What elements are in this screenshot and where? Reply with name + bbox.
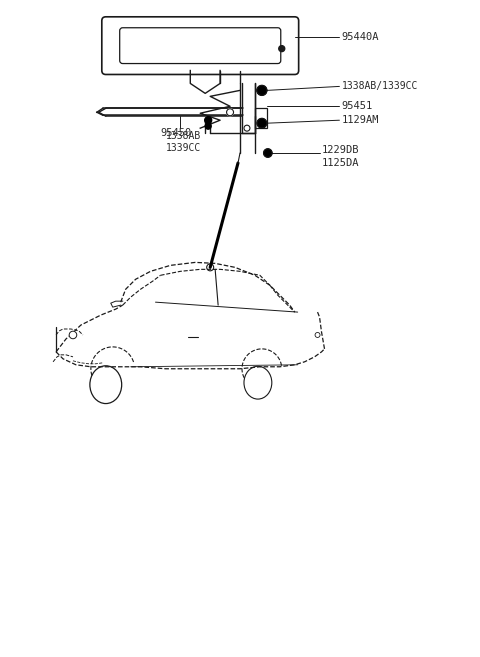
Circle shape [69, 331, 77, 339]
Bar [255, 108, 267, 128]
Text: 95451: 95451 [341, 101, 372, 111]
Circle shape [257, 85, 267, 95]
Text: 1339CC: 1339CC [166, 143, 201, 153]
FancyBboxPatch shape [120, 28, 281, 64]
Circle shape [244, 125, 250, 131]
Text: 95440A: 95440A [341, 32, 379, 41]
Text: 1129AM: 1129AM [341, 115, 379, 125]
Text: 1229DB: 1229DB [322, 145, 359, 155]
Ellipse shape [244, 367, 272, 399]
FancyBboxPatch shape [102, 17, 299, 74]
Text: 1338AB/1339CC: 1338AB/1339CC [341, 81, 418, 91]
Circle shape [227, 109, 234, 116]
Circle shape [279, 45, 285, 52]
Text: 1125DA: 1125DA [322, 158, 359, 168]
Circle shape [205, 124, 211, 129]
Text: 1338AB: 1338AB [166, 131, 201, 141]
Circle shape [257, 118, 267, 128]
Circle shape [204, 117, 212, 124]
Text: 95450: 95450 [160, 128, 192, 138]
Circle shape [264, 149, 272, 157]
Ellipse shape [90, 366, 122, 403]
